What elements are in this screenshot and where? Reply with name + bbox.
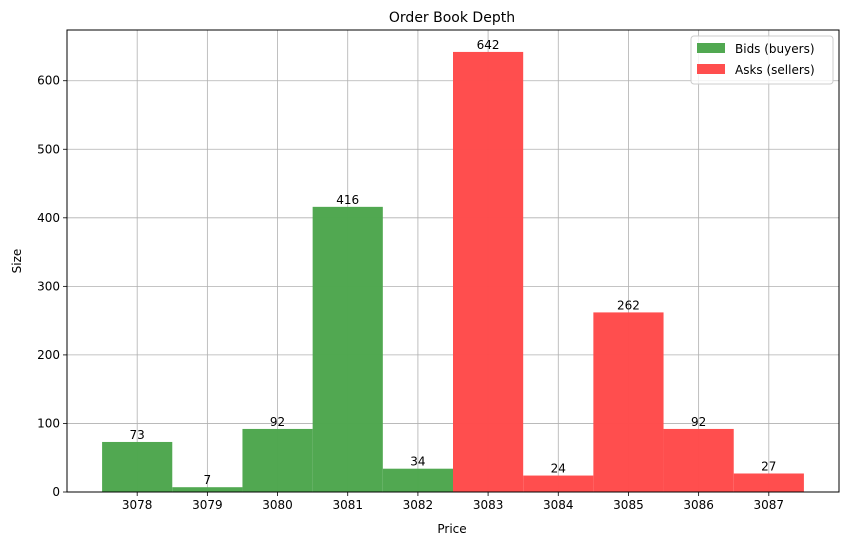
y-axis-ticks: 0 100 200 300 400 500 600 — [37, 74, 67, 499]
legend-label-asks: Asks (sellers) — [735, 63, 815, 77]
ask-bar — [733, 473, 804, 492]
bar-value-label: 92 — [270, 415, 285, 429]
x-tick-label: 3079 — [192, 498, 223, 512]
bars — [102, 51, 804, 492]
ask-bar — [523, 475, 594, 492]
legend-box — [690, 35, 834, 85]
legend-swatch-bids — [697, 43, 725, 53]
ask-bar — [453, 51, 524, 492]
bar-value-label: 642 — [477, 38, 500, 52]
legend-swatch-asks — [697, 64, 725, 74]
x-tick-label: 3080 — [262, 498, 293, 512]
bid-bar — [242, 428, 313, 492]
chart-title: Order Book Depth — [389, 10, 515, 26]
y-tick-label: 0 — [52, 485, 60, 499]
y-tick-label: 600 — [37, 74, 60, 88]
y-tick-label: 100 — [37, 416, 60, 430]
bid-bar — [102, 441, 173, 492]
legend: Bids (buyers) Asks (sellers) — [690, 35, 834, 85]
y-tick-label: 200 — [37, 348, 60, 362]
bid-bar — [382, 468, 453, 492]
bid-bar — [312, 206, 383, 492]
bar-value-labels: 73 7 92 416 34 642 24 262 92 27 — [130, 38, 777, 487]
bar-value-label: 92 — [691, 415, 706, 429]
x-tick-label: 3087 — [754, 498, 785, 512]
ask-bar — [593, 312, 664, 492]
bid-bar — [172, 487, 243, 492]
bar-value-label: 34 — [410, 455, 425, 469]
bar-value-label: 73 — [130, 428, 145, 442]
x-tick-label: 3085 — [613, 498, 644, 512]
y-axis-label: Size — [10, 249, 24, 274]
bar-value-label: 7 — [204, 473, 212, 487]
legend-label-bids: Bids (buyers) — [735, 42, 815, 56]
x-axis-ticks: 3078 3079 3080 3081 3082 3083 3084 3085 3086 3087 — [122, 492, 784, 512]
y-tick-label: 500 — [37, 142, 60, 156]
x-axis-label: Price — [437, 522, 466, 536]
bar-value-label: 27 — [761, 459, 776, 473]
x-tick-label: 3084 — [543, 498, 574, 512]
ask-bar — [663, 428, 734, 492]
x-tick-label: 3086 — [683, 498, 714, 512]
x-tick-label: 3078 — [122, 498, 153, 512]
bar-value-label: 416 — [336, 193, 359, 207]
x-tick-label: 3082 — [403, 498, 434, 512]
y-tick-label: 300 — [37, 279, 60, 293]
plot-area-frame — [66, 29, 840, 493]
y-tick-label: 400 — [37, 211, 60, 225]
bar-value-label: 262 — [617, 298, 640, 312]
x-tick-label: 3081 — [332, 498, 363, 512]
bar-value-label: 24 — [551, 462, 566, 476]
x-tick-label: 3083 — [473, 498, 504, 512]
